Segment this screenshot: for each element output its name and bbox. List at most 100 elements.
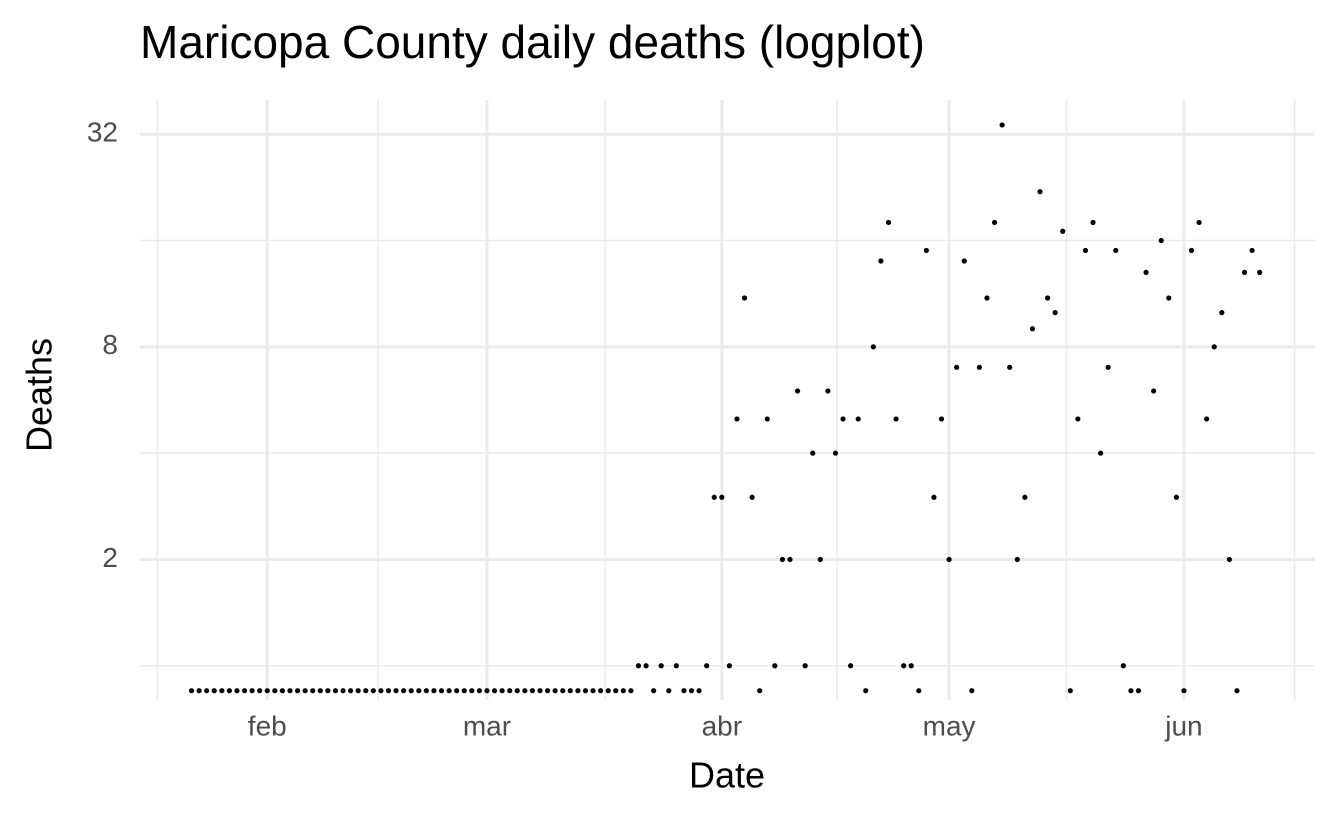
point — [772, 663, 778, 669]
point — [294, 688, 301, 694]
point — [757, 688, 763, 694]
point — [1007, 364, 1013, 370]
point — [741, 295, 748, 301]
point — [310, 688, 316, 694]
point — [484, 688, 490, 694]
point — [923, 247, 929, 254]
point — [522, 688, 528, 694]
point — [666, 688, 672, 694]
point — [764, 416, 770, 422]
point — [1143, 269, 1149, 275]
point — [507, 688, 513, 694]
point — [272, 688, 278, 694]
point — [1181, 688, 1187, 694]
point — [613, 688, 619, 694]
point — [446, 688, 452, 694]
point — [999, 122, 1005, 128]
point — [916, 688, 922, 694]
point — [635, 663, 642, 669]
point — [1105, 364, 1111, 370]
point — [537, 688, 543, 694]
point — [1226, 556, 1232, 563]
y-tick-label: 2 — [102, 542, 118, 573]
point — [438, 688, 445, 694]
point — [287, 688, 293, 694]
point — [787, 556, 793, 563]
point — [234, 688, 240, 694]
point — [620, 688, 626, 694]
point — [514, 688, 520, 694]
point — [1135, 688, 1142, 694]
point — [984, 295, 990, 301]
point — [598, 688, 604, 694]
point — [1120, 663, 1126, 669]
point — [1060, 228, 1066, 234]
point — [363, 688, 369, 694]
point — [188, 688, 195, 694]
point — [461, 688, 467, 694]
point — [658, 663, 664, 669]
point — [673, 663, 679, 669]
point — [802, 663, 808, 669]
point — [863, 688, 869, 694]
point — [431, 688, 437, 694]
point — [1082, 247, 1089, 254]
point — [226, 688, 232, 694]
point — [355, 688, 361, 694]
point — [1166, 295, 1172, 301]
point — [1219, 310, 1225, 316]
point — [885, 219, 892, 226]
point — [340, 688, 346, 694]
point — [317, 688, 323, 694]
point — [696, 688, 702, 694]
point — [204, 688, 210, 694]
point — [749, 494, 755, 500]
point — [938, 416, 945, 422]
point — [590, 688, 596, 694]
point — [408, 688, 414, 694]
point — [211, 688, 217, 694]
x-axis-label: Date — [689, 755, 765, 796]
point — [529, 688, 536, 694]
point — [908, 663, 914, 669]
x-tick-label: abr — [702, 710, 742, 741]
point — [219, 688, 225, 694]
point — [628, 688, 634, 694]
point — [499, 688, 505, 694]
point — [279, 688, 286, 694]
point — [552, 688, 558, 694]
point — [643, 663, 649, 669]
point — [582, 688, 589, 694]
point — [832, 450, 839, 456]
point — [1188, 247, 1195, 254]
point — [991, 219, 998, 226]
point — [1158, 237, 1164, 244]
point — [257, 688, 263, 694]
point — [264, 688, 270, 694]
x-tick-label: feb — [248, 710, 287, 741]
point — [249, 688, 255, 694]
point — [726, 663, 732, 669]
point — [385, 688, 392, 694]
point — [1211, 344, 1217, 350]
point — [241, 688, 248, 694]
point — [810, 450, 816, 456]
point — [378, 688, 384, 694]
point — [1204, 416, 1210, 422]
point — [476, 688, 482, 694]
point — [825, 388, 831, 394]
point — [855, 416, 861, 422]
point — [348, 688, 354, 694]
point — [961, 258, 967, 264]
point — [332, 688, 339, 694]
point — [370, 688, 376, 694]
point — [302, 688, 308, 694]
point — [1037, 189, 1043, 195]
point — [1151, 388, 1157, 394]
point — [901, 663, 907, 669]
point — [1044, 295, 1051, 301]
point — [401, 688, 407, 694]
point — [946, 556, 952, 563]
point — [1014, 556, 1020, 563]
y-tick-label: 32 — [87, 117, 118, 148]
